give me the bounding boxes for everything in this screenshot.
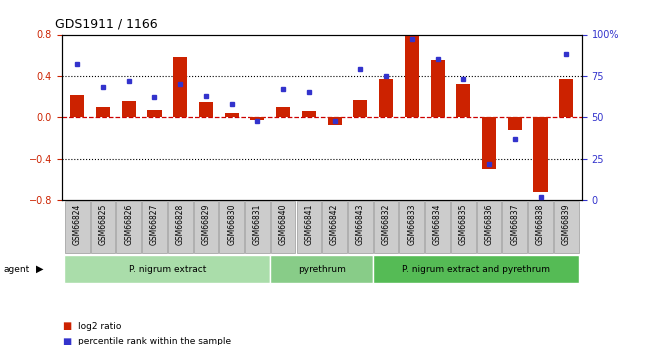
Text: log2 ratio: log2 ratio [78, 322, 122, 331]
Text: P. nigrum extract and pyrethrum: P. nigrum extract and pyrethrum [402, 265, 550, 274]
FancyBboxPatch shape [116, 201, 141, 253]
Bar [405, 34, 419, 117]
Text: GSM66841: GSM66841 [304, 204, 313, 245]
Text: ■: ■ [62, 321, 71, 331]
Text: GSM66824: GSM66824 [73, 204, 82, 245]
FancyBboxPatch shape [400, 201, 424, 253]
Bar [482, 117, 496, 169]
FancyBboxPatch shape [374, 201, 398, 253]
Text: GSM66836: GSM66836 [485, 204, 493, 245]
FancyBboxPatch shape [168, 201, 192, 253]
Text: pyrethrum: pyrethrum [298, 265, 346, 274]
Bar [173, 57, 187, 117]
Text: GSM66825: GSM66825 [98, 204, 107, 245]
FancyBboxPatch shape [271, 201, 296, 253]
Text: GSM66842: GSM66842 [330, 204, 339, 245]
FancyBboxPatch shape [502, 201, 527, 253]
FancyBboxPatch shape [296, 201, 321, 253]
Text: GSM66835: GSM66835 [459, 204, 468, 245]
FancyBboxPatch shape [90, 201, 115, 253]
Text: GSM66826: GSM66826 [124, 204, 133, 245]
Text: GSM66833: GSM66833 [408, 204, 417, 245]
Text: ■: ■ [62, 337, 71, 345]
Bar [199, 102, 213, 117]
Bar [302, 111, 316, 117]
Bar [379, 79, 393, 117]
FancyBboxPatch shape [528, 201, 553, 253]
Text: P. nigrum extract: P. nigrum extract [129, 265, 206, 274]
Bar [534, 117, 548, 192]
FancyBboxPatch shape [194, 201, 218, 253]
FancyBboxPatch shape [425, 201, 450, 253]
FancyBboxPatch shape [142, 201, 167, 253]
Text: GSM66827: GSM66827 [150, 204, 159, 245]
FancyBboxPatch shape [219, 201, 244, 253]
Bar [276, 107, 290, 117]
Text: GSM66837: GSM66837 [510, 204, 519, 245]
Bar [122, 101, 136, 117]
Text: GSM66834: GSM66834 [433, 204, 442, 245]
FancyBboxPatch shape [373, 255, 579, 283]
FancyBboxPatch shape [348, 201, 372, 253]
Bar [250, 117, 265, 120]
Text: GSM66840: GSM66840 [279, 204, 288, 245]
Bar [224, 113, 239, 117]
FancyBboxPatch shape [245, 201, 270, 253]
Bar [96, 107, 110, 117]
Bar [354, 100, 367, 117]
FancyBboxPatch shape [476, 201, 501, 253]
Text: ▶: ▶ [36, 264, 44, 274]
Text: GSM66838: GSM66838 [536, 204, 545, 245]
Text: GSM66831: GSM66831 [253, 204, 262, 245]
Bar [148, 110, 161, 117]
Bar [508, 117, 522, 130]
FancyBboxPatch shape [65, 201, 90, 253]
Text: GSM66830: GSM66830 [227, 204, 236, 245]
Bar [430, 60, 445, 117]
Text: agent: agent [3, 265, 29, 274]
FancyBboxPatch shape [322, 201, 347, 253]
Bar [559, 79, 573, 117]
Text: GSM66829: GSM66829 [202, 204, 211, 245]
FancyBboxPatch shape [451, 201, 476, 253]
Bar [70, 95, 84, 117]
Bar [328, 117, 342, 125]
Text: GSM66832: GSM66832 [382, 204, 391, 245]
Text: GDS1911 / 1166: GDS1911 / 1166 [55, 17, 158, 30]
Text: GSM66843: GSM66843 [356, 204, 365, 245]
Text: GSM66828: GSM66828 [176, 204, 185, 245]
FancyBboxPatch shape [270, 255, 373, 283]
FancyBboxPatch shape [554, 201, 578, 253]
FancyBboxPatch shape [64, 255, 270, 283]
Text: percentile rank within the sample: percentile rank within the sample [78, 337, 231, 345]
Bar [456, 84, 471, 117]
Text: GSM66839: GSM66839 [562, 204, 571, 245]
